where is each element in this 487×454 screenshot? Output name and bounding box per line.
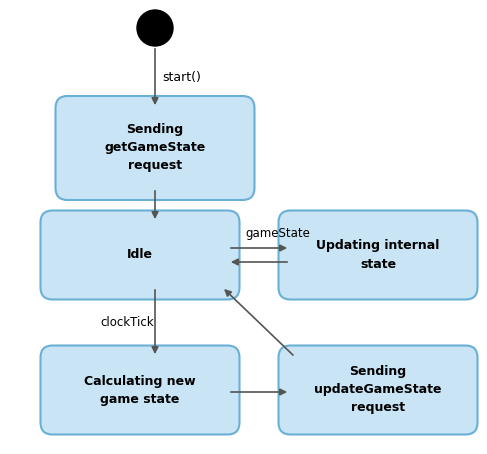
Text: Calculating new
game state: Calculating new game state — [84, 375, 196, 405]
Text: Sending
updateGameState
request: Sending updateGameState request — [314, 365, 442, 415]
Text: Sending
getGameState
request: Sending getGameState request — [104, 123, 206, 173]
Text: clockTick: clockTick — [100, 316, 153, 329]
Text: Updating internal
state: Updating internal state — [317, 240, 440, 271]
FancyBboxPatch shape — [279, 211, 477, 300]
FancyBboxPatch shape — [40, 345, 240, 434]
Text: start(): start() — [162, 71, 201, 84]
FancyBboxPatch shape — [40, 211, 240, 300]
Circle shape — [137, 10, 173, 46]
FancyBboxPatch shape — [56, 96, 255, 200]
Text: gameState: gameState — [245, 227, 310, 240]
Text: Idle: Idle — [127, 248, 153, 262]
FancyBboxPatch shape — [279, 345, 477, 434]
